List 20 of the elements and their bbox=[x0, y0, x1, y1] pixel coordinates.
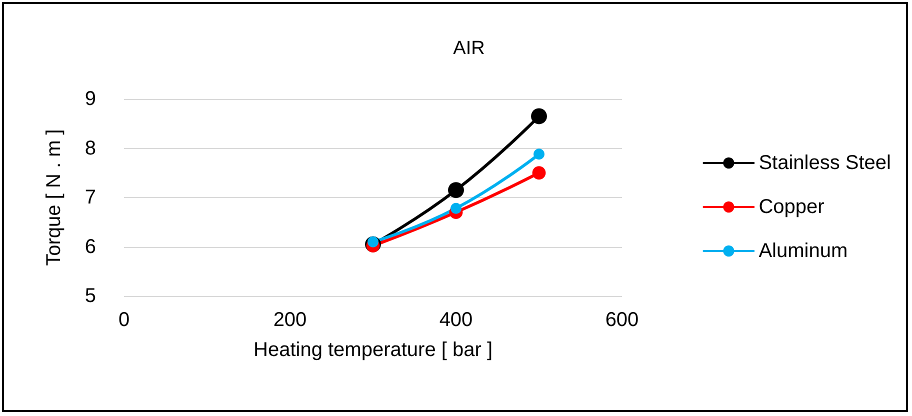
legend-label: Copper bbox=[758, 196, 825, 218]
x-tick-label: 0 bbox=[118, 309, 130, 331]
x-tick-label: 200 bbox=[273, 309, 307, 331]
legend-label: Stainless Steel bbox=[758, 152, 891, 174]
point bbox=[531, 108, 547, 124]
chart-title: AIR bbox=[453, 38, 485, 59]
point bbox=[534, 148, 544, 160]
point bbox=[448, 182, 464, 198]
point bbox=[532, 166, 546, 180]
x-tick-label: 400 bbox=[439, 309, 473, 331]
legend-label: Aluminum bbox=[758, 240, 848, 262]
y-tick-label: 8 bbox=[84, 137, 96, 160]
y-tick-label: 9 bbox=[84, 88, 96, 110]
y-axis-title: Torque [ N . m ] bbox=[43, 129, 65, 266]
y-tick-label: 5 bbox=[84, 285, 96, 307]
x-axis-title: Heating temperature [ bar ] bbox=[253, 339, 493, 361]
point bbox=[450, 202, 462, 214]
y-tick-label: 6 bbox=[84, 236, 96, 258]
x-tick-label: 600 bbox=[605, 309, 639, 331]
y-tick-label: 7 bbox=[84, 186, 96, 208]
